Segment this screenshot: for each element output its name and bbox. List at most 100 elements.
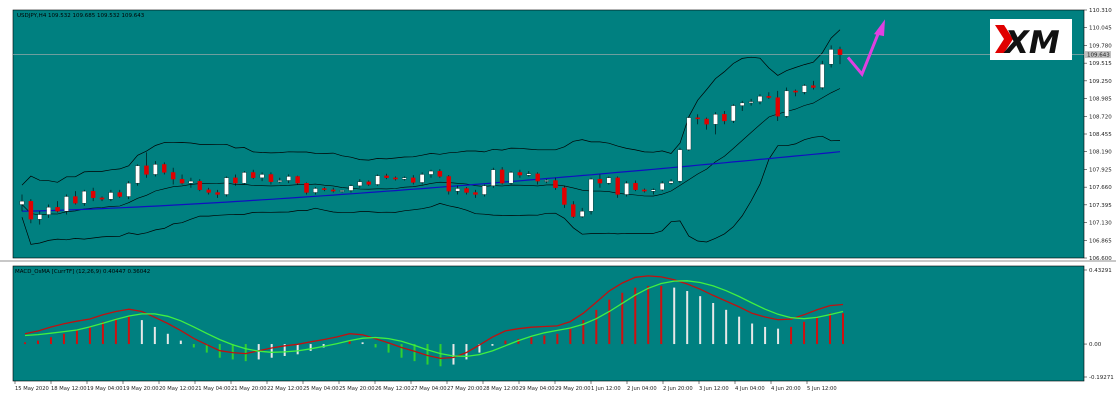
candle[interactable] [597,174,603,188]
candle[interactable] [330,187,336,193]
candle[interactable] [784,87,789,118]
candle[interactable] [348,184,354,193]
candle[interactable] [695,114,700,125]
candle[interactable] [402,176,407,181]
price-panel[interactable] [12,9,1085,259]
candle[interactable] [64,194,69,215]
candle[interactable] [19,194,25,212]
candle[interactable] [90,187,96,202]
candle[interactable] [126,181,131,200]
candle[interactable] [544,179,549,184]
candle[interactable] [722,110,727,125]
candle[interactable] [659,181,665,192]
candle[interactable] [437,169,443,178]
candle[interactable] [313,187,318,195]
candle[interactable] [606,176,612,185]
candle[interactable] [837,46,843,65]
candle[interactable] [811,80,816,90]
candle[interactable] [571,201,576,218]
candle[interactable] [197,179,203,192]
candle[interactable] [277,177,283,184]
candle[interactable] [828,45,834,68]
candle[interactable] [713,112,718,135]
candle[interactable] [615,176,620,198]
candle-body [339,190,345,192]
candle[interactable] [579,207,585,218]
candle[interactable] [419,172,425,185]
candle[interactable] [99,196,105,202]
candle[interactable] [508,171,514,185]
candle[interactable] [357,179,363,188]
candle[interactable] [748,98,754,106]
candle[interactable] [233,174,238,186]
candle[interactable] [108,189,114,202]
candle[interactable] [46,204,51,218]
candle[interactable] [668,179,674,185]
candle-body [224,177,229,195]
candle[interactable] [339,189,345,193]
candle[interactable] [135,164,140,186]
candle[interactable] [704,117,709,130]
candle[interactable] [410,175,416,185]
candle[interactable] [455,185,460,195]
candle[interactable] [562,185,567,208]
candle[interactable] [393,176,398,181]
candle[interactable] [624,181,629,197]
macd-panel[interactable] [12,265,1085,382]
candle[interactable] [366,180,372,186]
candle[interactable] [375,174,380,186]
candle[interactable] [206,187,211,195]
candle[interactable] [642,188,647,193]
candle[interactable] [117,189,123,198]
candle[interactable] [526,171,532,177]
candle[interactable] [179,174,185,185]
candle[interactable] [819,60,825,90]
candle[interactable] [259,172,265,182]
candle[interactable] [73,191,78,205]
candle[interactable] [686,116,692,152]
candle[interactable] [490,167,496,188]
candle[interactable] [242,171,247,185]
candle[interactable] [224,176,229,197]
candle[interactable] [793,89,798,97]
candle[interactable] [473,189,478,198]
candle[interactable] [766,92,772,99]
candle[interactable] [446,175,452,195]
candle[interactable] [731,104,736,123]
candle[interactable] [162,162,167,175]
candle[interactable] [535,172,540,185]
candle[interactable] [37,211,43,225]
candle[interactable] [757,94,763,105]
candle[interactable] [802,84,807,95]
candle[interactable] [144,152,149,178]
time-axis-label: 21 May 20:00 [231,386,267,392]
candle[interactable] [153,161,158,177]
candle[interactable] [268,172,274,185]
candle[interactable] [81,189,87,206]
candle[interactable] [677,147,683,184]
candle[interactable] [28,199,34,224]
candle[interactable] [322,187,327,192]
candle[interactable] [553,177,558,190]
candle[interactable] [739,100,745,111]
candle[interactable] [286,174,291,184]
candle[interactable] [295,175,300,185]
candle[interactable] [464,187,469,195]
candle[interactable] [517,169,523,178]
candle[interactable] [651,188,656,195]
candle[interactable] [170,167,176,185]
candle[interactable] [215,189,220,198]
candle[interactable] [188,177,194,188]
candle[interactable] [775,90,781,121]
candle[interactable] [499,167,505,185]
candle[interactable] [588,177,594,215]
candle[interactable] [250,169,256,180]
candle[interactable] [428,169,434,178]
candle[interactable] [633,180,638,192]
candle[interactable] [55,201,60,213]
candle[interactable] [384,173,389,180]
candle[interactable] [304,182,309,195]
candle[interactable] [482,184,487,197]
